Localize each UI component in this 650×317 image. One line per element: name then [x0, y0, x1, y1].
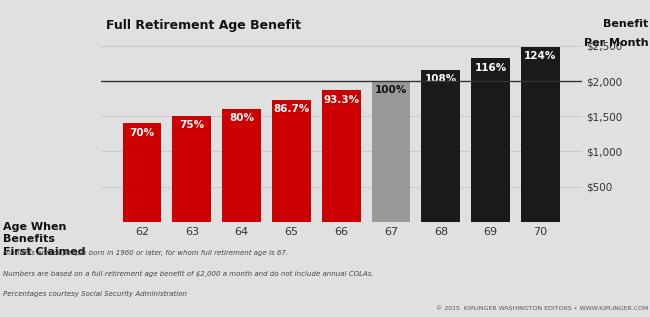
Bar — [123, 123, 161, 222]
Bar — [521, 47, 560, 222]
Bar — [471, 58, 510, 222]
Bar — [272, 100, 311, 222]
Bar — [222, 109, 261, 222]
Text: © 2015  KIPLINGER WASHINGTON EDITORS • WWW.KIPLINGER.COM: © 2015 KIPLINGER WASHINGTON EDITORS • WW… — [436, 306, 649, 311]
Text: 70%: 70% — [129, 127, 155, 138]
Text: 93.3%: 93.3% — [323, 95, 359, 105]
Text: 124%: 124% — [525, 51, 556, 61]
Bar — [172, 116, 211, 222]
Text: Percentages courtesy Social Security Administration: Percentages courtesy Social Security Adm… — [3, 291, 187, 297]
Text: 86.7%: 86.7% — [273, 104, 309, 114]
Bar — [421, 70, 460, 222]
Text: Full Retirement Age Benefit: Full Retirement Age Benefit — [105, 19, 300, 32]
Bar — [372, 81, 411, 222]
Text: Numbers are based on a full retirement age benefit of $2,000 a month and do not : Numbers are based on a full retirement a… — [3, 271, 374, 277]
Text: Per Month: Per Month — [584, 38, 649, 48]
Text: 100%: 100% — [375, 85, 407, 95]
Text: Benefit: Benefit — [603, 19, 649, 29]
Text: 80%: 80% — [229, 113, 254, 123]
Text: 116%: 116% — [474, 63, 507, 73]
Text: Numbers are for people born in 1960 or later, for whom full retirement age is 67: Numbers are for people born in 1960 or l… — [3, 250, 289, 256]
Text: 108%: 108% — [424, 74, 457, 84]
Text: Age When
Benefits
First Claimed: Age When Benefits First Claimed — [3, 222, 86, 257]
Bar — [322, 90, 361, 222]
Text: 75%: 75% — [179, 120, 204, 131]
